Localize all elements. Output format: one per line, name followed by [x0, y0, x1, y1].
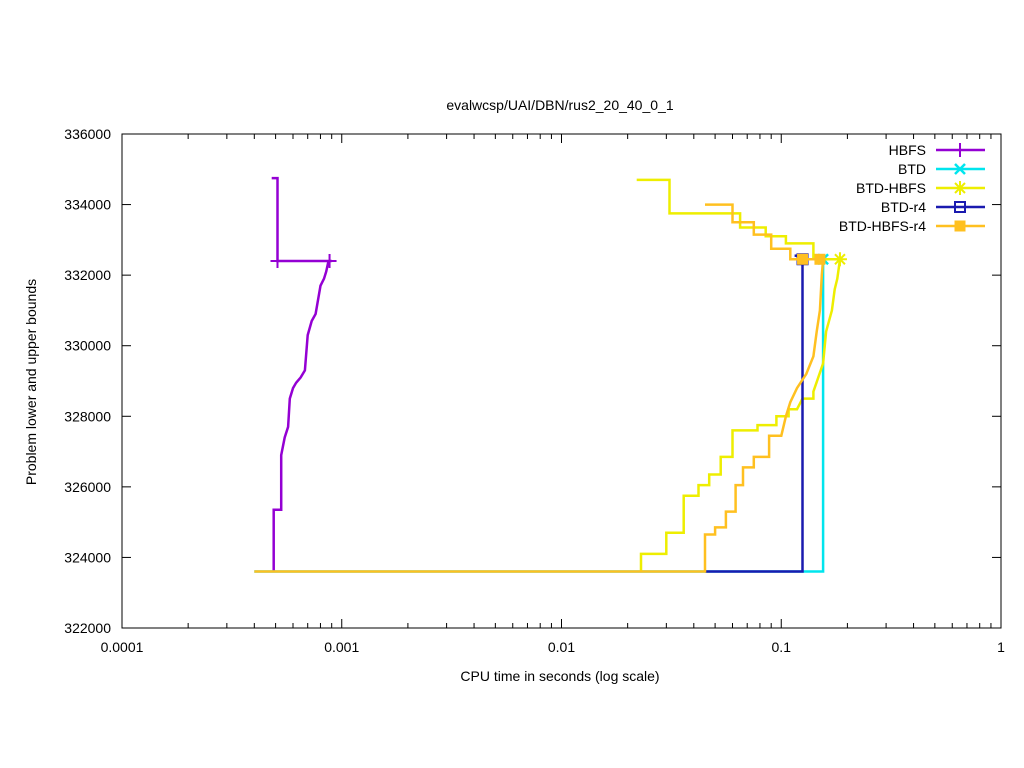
legend-label: BTD-HBFS: [856, 180, 926, 196]
y-tick-label: 330000: [64, 338, 111, 354]
legend-label: BTD-r4: [881, 199, 926, 215]
y-tick-label: 332000: [64, 267, 111, 283]
legend-marker: [954, 220, 966, 232]
y-tick-label: 336000: [64, 126, 111, 142]
x-tick-label: 0.001: [324, 639, 359, 655]
legend-item-btd-hbfs: BTD-HBFS: [856, 180, 985, 196]
series-btd-hbfs-r4: [254, 203, 826, 573]
series-btd-hbfs-point: [832, 252, 847, 267]
legend-item-hbfs: HBFS: [889, 142, 985, 158]
chart-title: evalwcsp/UAI/DBN/rus2_20_40_0_1: [446, 97, 673, 113]
series-btd-lower-bound-line: [254, 259, 825, 573]
legend-label: BTD: [898, 161, 926, 177]
y-tick-label: 326000: [64, 479, 111, 495]
x-axis: 0.0001 0.001 0.01 0.1 1: [101, 134, 1005, 655]
y-tick-label: 328000: [64, 408, 111, 424]
series-btd-hbfs-upper-bound-line: [636, 178, 840, 261]
series-btd-r4: [705, 253, 809, 573]
legend-label: BTD-HBFS-r4: [839, 218, 926, 234]
series-btd-hbfs-lower-bound-line: [639, 259, 842, 572]
legend-marker: [953, 181, 967, 195]
legend-marker: [954, 163, 966, 175]
x-tick-label: 0.0001: [101, 639, 144, 655]
series-btd-hbfs-r4-lower-bound-line: [254, 259, 825, 573]
x-tick-label: 1: [997, 639, 1005, 655]
y-tick-label: 324000: [64, 549, 111, 565]
y-axis: 322000 324000 326000 328000 330000 332000 3340…: [64, 126, 1001, 636]
series-btd-hbfs: [636, 178, 847, 572]
series-hbfs-point: [322, 254, 337, 269]
x-tick-label: 0.1: [772, 639, 792, 655]
x-tick-label: 0.01: [548, 639, 575, 655]
series-btd: [254, 253, 829, 573]
legend-item-btd: BTD: [898, 161, 985, 177]
series-layer: [254, 176, 847, 573]
series-btd-hbfs-r4-point: [814, 253, 826, 265]
legend-item-btd-r4: BTD-r4: [881, 199, 985, 215]
series-hbfs-lower-bound-line: [272, 260, 330, 572]
legend-marker: [954, 201, 966, 213]
y-axis-label: Problem lower and upper bounds: [23, 279, 39, 485]
series-btd-hbfs-r4-point: [797, 253, 809, 265]
x-axis-label: CPU time in seconds (log scale): [460, 668, 659, 684]
legend-label: HBFS: [889, 142, 926, 158]
series-hbfs-upper-bound-line: [271, 176, 332, 263]
y-tick-label: 334000: [64, 197, 111, 213]
series-btd-r4-lower-bound-line: [705, 255, 804, 573]
series-btd-hbfs-r4-upper-bound-line: [705, 203, 820, 261]
legend: HBFS BTD BTD-HBFS BTD-r4 BTD-HBFS-r4: [839, 142, 985, 234]
series-hbfs: [270, 176, 337, 572]
legend-marker: [953, 143, 967, 157]
series-hbfs-point: [270, 254, 285, 269]
legend-item-btd-hbfs-r4: BTD-HBFS-r4: [839, 218, 985, 234]
y-tick-label: 322000: [64, 620, 111, 636]
plot-area-frame: [121, 133, 1002, 629]
